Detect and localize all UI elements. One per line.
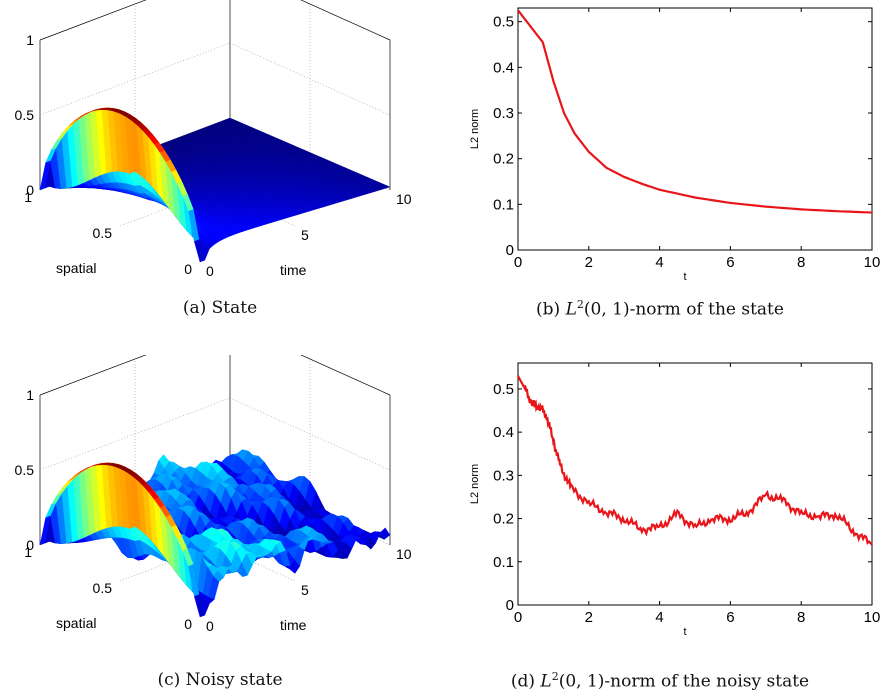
caption-b: (b) L2(0, 1)-norm of the state: [536, 298, 784, 320]
time-tick-label: 10: [396, 546, 412, 562]
y-tick-label: 0.2: [493, 151, 514, 168]
time-tick-label: 0: [206, 618, 214, 634]
spatial-tick-label: 1: [24, 544, 32, 560]
time-tick-label: 5: [301, 227, 309, 243]
spatial-tick-label: 0: [184, 261, 192, 277]
spatial-axis-label: spatial: [56, 615, 96, 631]
x-axis-label: t: [683, 626, 686, 638]
z-tick-label: 1: [26, 387, 34, 403]
surface-patch: [194, 594, 205, 618]
series-line: [517, 375, 873, 546]
spatial-axis-label: spatial: [56, 260, 96, 276]
spatial-tick-label: 1: [24, 189, 32, 205]
z-tick-label: 0: [26, 537, 34, 553]
chart-state-l2-norm: 0 2 4 6 8 10 0 0.1 0.2 0.3 0.4 0.5 t L2 norm: [469, 7, 880, 283]
time-tick-label: 10: [396, 191, 412, 207]
time-tick-label: 5: [301, 582, 309, 598]
box-edge: [300, 0, 391, 41]
x-tick-label: 8: [797, 254, 805, 271]
box-edge: [39, 355, 147, 396]
x-tick-label: 10: [864, 254, 880, 271]
caption-a: (a) State: [182, 298, 258, 318]
y-axis-label: L2 norm: [469, 109, 481, 149]
grid-line: [39, 397, 231, 471]
chart-noisy-state-l2-norm: 0 2 4 6 8 10 0 0.1 0.2 0.3 0.4 0.5 t L2 norm: [469, 362, 880, 638]
surface-mesh: [39, 449, 391, 618]
caption-c: (c) Noisy state: [157, 670, 283, 690]
y-tick-label: 0.4: [493, 59, 514, 76]
z-tick-label: 0.5: [15, 462, 35, 478]
plot-frame: [517, 7, 873, 251]
box-edge: [300, 355, 391, 396]
time-axis-label: time: [280, 262, 307, 278]
time-axis-label: time: [280, 617, 307, 633]
plot-frame: [517, 362, 873, 606]
x-tick-label: 8: [797, 609, 805, 626]
x-tick-label: 0: [514, 609, 522, 626]
time-tick-label: 0: [206, 263, 214, 279]
spatial-tick-label: 0.5: [93, 580, 113, 596]
y-axis-label: L2 norm: [469, 464, 481, 504]
spatial-tick-label: 0: [184, 616, 192, 632]
surface-mesh: [39, 107, 391, 263]
x-tick-label: 6: [726, 609, 734, 626]
y-tick-label: 0.2: [493, 511, 514, 528]
x-axis-label: t: [683, 271, 686, 283]
grid-line: [119, 153, 311, 227]
x-tick-label: 10: [864, 609, 880, 626]
surface-patch: [194, 239, 205, 263]
grid-line: [39, 42, 231, 116]
y-tick-label: 0: [506, 242, 514, 259]
z-tick-label: 0.5: [15, 107, 35, 123]
y-tick-label: 0.1: [493, 196, 514, 213]
spatial-tick-label: 0.5: [93, 225, 113, 241]
x-tick-label: 4: [655, 609, 663, 626]
x-tick-label: 0: [514, 254, 522, 271]
caption-d: (d) L2(0, 1)-norm of the noisy state: [510, 670, 810, 692]
y-tick-label: 0.3: [493, 467, 514, 484]
y-tick-label: 0.3: [493, 105, 514, 122]
x-tick-label: 2: [585, 254, 593, 271]
z-tick-label: 0: [26, 182, 34, 198]
series-line: [517, 9, 873, 214]
box-edge: [39, 0, 147, 41]
y-tick-label: 0.4: [493, 424, 514, 441]
x-tick-label: 6: [726, 254, 734, 271]
y-tick-label: 0.5: [493, 14, 514, 31]
y-tick-label: 0.5: [493, 381, 514, 398]
x-tick-label: 2: [585, 609, 593, 626]
x-tick-label: 4: [655, 254, 663, 271]
grid-line: [119, 508, 311, 582]
z-tick-label: 1: [26, 32, 34, 48]
y-tick-label: 0: [506, 597, 514, 614]
y-tick-label: 0.1: [493, 554, 514, 571]
